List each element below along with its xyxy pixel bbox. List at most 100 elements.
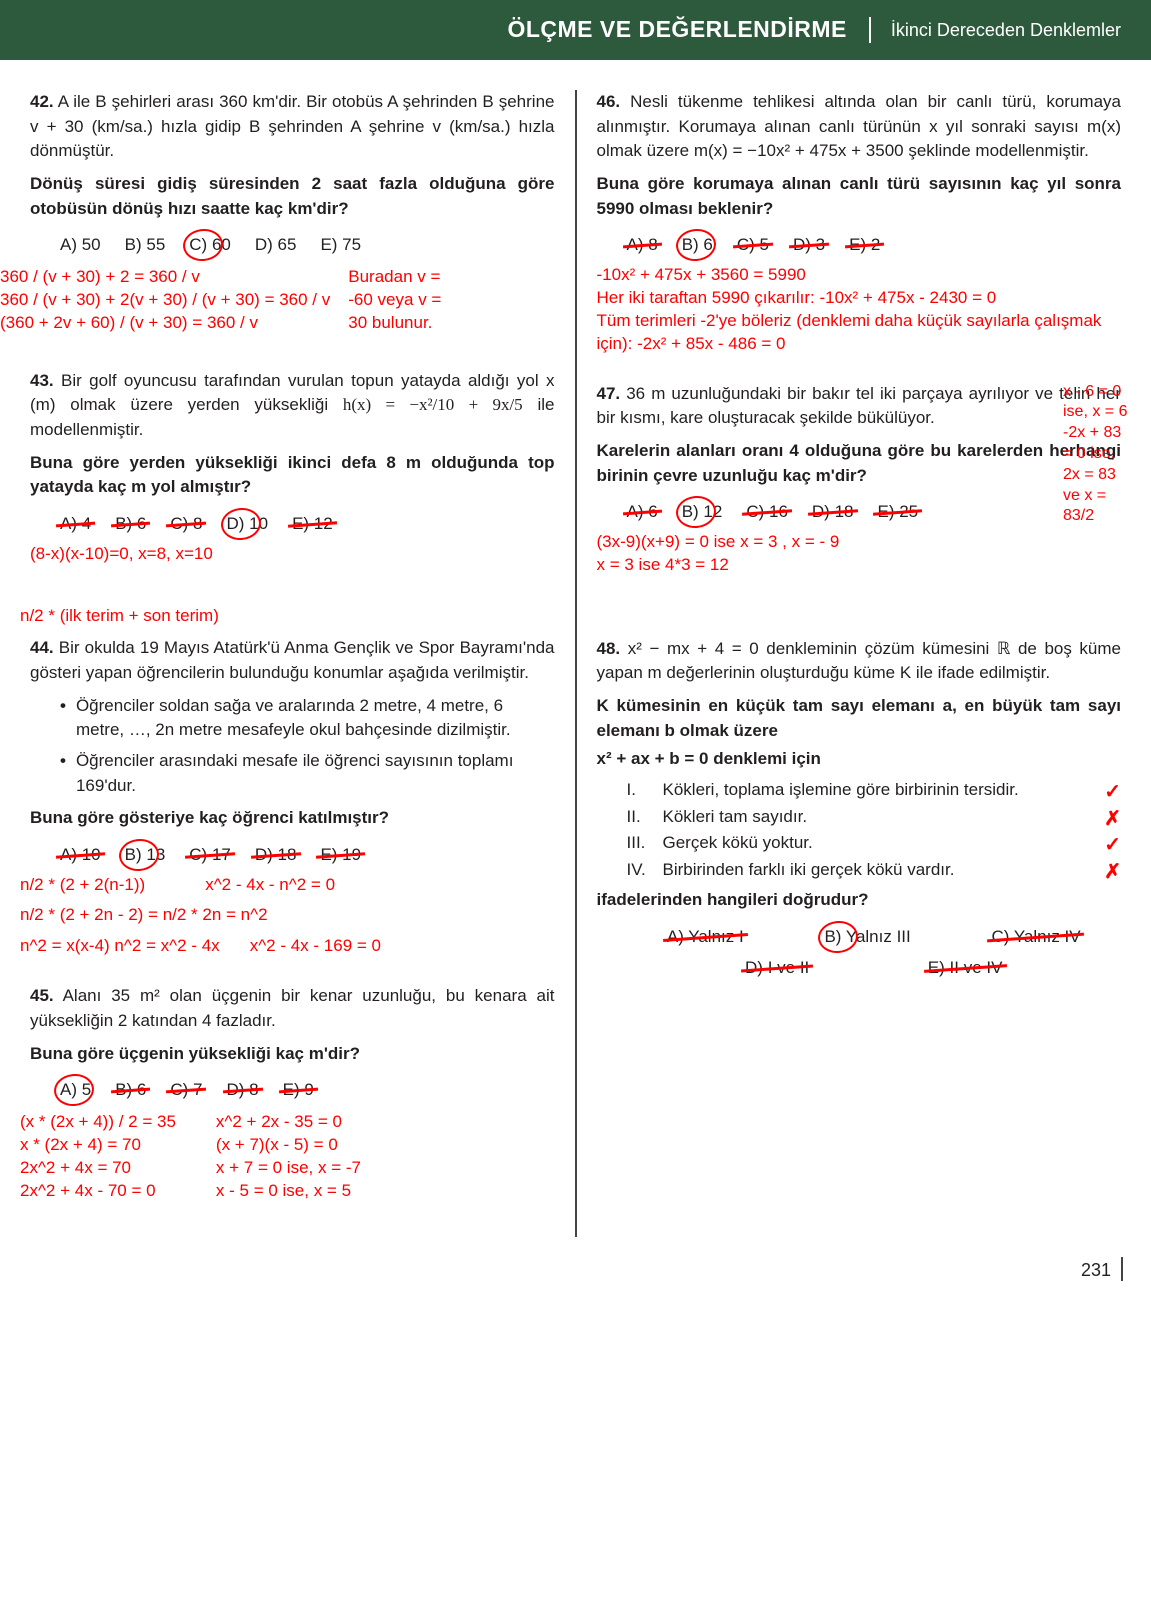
q46-ann: -10x² + 475x + 3560 = 5990 Her iki taraf… — [597, 264, 1122, 356]
q42-D: D) 65 — [255, 233, 297, 258]
q44-ann3b: x^2 - 4x - 169 = 0 — [250, 935, 381, 958]
q46-p2: Buna göre korumaya alınan canlı türü say… — [597, 172, 1122, 221]
q42-p2: Dönüş süresi gidiş süresinden 2 saat faz… — [30, 172, 555, 221]
q42-ann-left: 360 / (v + 30) + 2 = 360 / v 360 / (v + … — [0, 266, 330, 335]
question-47: x - 6 = 0 ise, x = 6 -2x + 83 = 0 ise, 2… — [597, 382, 1122, 577]
q48-C: C) Yalnız IV — [991, 925, 1080, 950]
q45-E: E) 9 — [283, 1078, 314, 1103]
q45-annR: x^2 + 2x - 35 = 0 (x + 7)(x - 5) = 0 x +… — [216, 1111, 361, 1203]
page-header: ÖLÇME VE DEĞERLENDİRME İkinci Dereceden … — [0, 0, 1151, 60]
question-44: n/2 * (ilk terim + son terim) 44. Bir ok… — [30, 605, 555, 958]
q42-num: 42. — [30, 92, 54, 111]
q44-D: D) 18 — [255, 843, 297, 868]
q42-C: C) 60 — [189, 233, 231, 258]
q42-A: A) 50 — [60, 233, 101, 258]
q44-C: C) 17 — [189, 843, 231, 868]
q45-B: B) 6 — [115, 1078, 146, 1103]
q44-E: E) 19 — [320, 843, 361, 868]
q47-side-ann: x - 6 = 0 ise, x = 6 -2x + 83 = 0 ise, 2… — [1063, 382, 1143, 528]
q44-ann3: n^2 = x(x-4) n^2 = x^2 - 4x — [20, 935, 220, 958]
q45-num: 45. — [30, 986, 54, 1005]
content: 42. A ile B şehirleri arası 360 km'dir. … — [0, 60, 1151, 1257]
q46-choices: A) 8 B) 6 C) 5 D) 3 E) 2 — [627, 233, 1122, 258]
q46-C: C) 5 — [737, 233, 769, 258]
q43-formula: h(x) = −x²/10 + 9x/5 — [343, 395, 523, 414]
q48-B: B) Yalnız III — [824, 925, 910, 950]
header-subtitle: İkinci Dereceden Denklemler — [869, 17, 1121, 43]
question-48: 48. x² − mx + 4 = 0 denkleminin çözüm kü… — [597, 637, 1122, 981]
q48-D: D) I ve II — [745, 956, 809, 981]
q47-num: 47. — [597, 384, 621, 403]
q43-ann: (8-x)(x-10)=0, x=8, x=10 — [30, 543, 555, 566]
q44-num: 44. — [30, 638, 54, 657]
q48-r4: Birbirinden farklı iki gerçek kökü vardı… — [663, 858, 955, 883]
question-46: 46. Nesli tükenme tehlikesi altında olan… — [597, 90, 1122, 356]
q48-p3: x² + ax + b = 0 denklemi için — [597, 749, 821, 768]
q47-D: D) 18 — [812, 500, 854, 525]
q42-B: B) 55 — [125, 233, 166, 258]
header-title: ÖLÇME VE DEĞERLENDİRME — [507, 13, 846, 46]
q45-p1: Alanı 35 m² olan üçgenin bir kenar uzunl… — [30, 986, 555, 1030]
q48-A: A) Yalnız I — [667, 925, 744, 950]
question-45: 45. Alanı 35 m² olan üçgenin bir kenar u… — [30, 984, 555, 1210]
q47-C: C) 16 — [746, 500, 788, 525]
q43-B: B) 6 — [115, 512, 146, 537]
q48-p1a: x² − mx + 4 = 0 denkleminin çözüm kümesi… — [597, 639, 1122, 683]
q44-b1: Öğrenciler soldan sağa ve aralarında 2 m… — [76, 694, 555, 743]
right-column: 46. Nesli tükenme tehlikesi altında olan… — [597, 90, 1122, 1237]
q44-choices: A) 10 B) 13 C) 17 D) 18 E) 19 — [60, 843, 555, 868]
q44-B: B) 13 — [125, 843, 166, 868]
column-divider — [575, 90, 577, 1237]
q46-p1: Nesli tükenme tehlikesi altında olan bir… — [597, 92, 1122, 160]
q42-p1: A ile B şehirleri arası 360 km'dir. Bir … — [30, 92, 555, 160]
q42-choices: A) 50 B) 55 C) 60 D) 65 E) 75 — [60, 233, 555, 258]
q45-D: D) 8 — [227, 1078, 259, 1103]
q44-ann1: n/2 * (2 + 2(n-1)) — [20, 874, 145, 897]
q43-D: D) 10 — [227, 512, 269, 537]
q48-roman: I.Kökleri, toplama işlemine göre birbiri… — [627, 778, 1122, 883]
q43-p2: Buna göre yerden yüksekliği ikinci defa … — [30, 451, 555, 500]
q45-choices: A) 5 B) 6 C) 7 D) 8 E) 9 — [60, 1078, 555, 1103]
q42-ann-right: Buradan v = -60 veya v = 30 bulunur. — [348, 266, 441, 335]
q47-choices: A) 6 B) 12 C) 16 D) 18 E) 25 — [627, 500, 1122, 525]
q46-D: D) 3 — [793, 233, 825, 258]
q43-A: A) 4 — [60, 512, 91, 537]
q48-p4: ifadelerinden hangileri doğrudur? — [597, 888, 1122, 913]
q47-p2: Karelerin alanları oranı 4 olduğuna göre… — [597, 439, 1122, 488]
q44-b2: Öğrenciler arasındaki mesafe ile öğrenci… — [76, 749, 555, 798]
q43-C: C) 8 — [170, 512, 202, 537]
question-43: 43. Bir golf oyuncusu tarafından vurulan… — [30, 369, 555, 566]
q47-p1: 36 m uzunluğundaki bir bakır tel iki par… — [597, 384, 1122, 428]
q48-r2: Kökleri tam sayıdır. — [663, 805, 808, 830]
q43-choices: A) 4 B) 6 C) 8 D) 10 E) 12 — [60, 512, 555, 537]
q45-A: A) 5 — [60, 1078, 91, 1103]
q45-annL: (x * (2x + 4)) / 2 = 35 x * (2x + 4) = 7… — [20, 1111, 176, 1203]
page-number: 231 — [0, 1257, 1151, 1303]
q48-p2: K kümesinin en küçük tam sayı elemanı a,… — [597, 694, 1122, 743]
q44-ann2: n/2 * (2 + 2n - 2) = n/2 * 2n = n^2 — [20, 904, 555, 927]
q47-B: B) 12 — [682, 500, 723, 525]
q44-pre-ann: n/2 * (ilk terim + son terim) — [20, 605, 555, 628]
q46-num: 46. — [597, 92, 621, 111]
q46-B: B) 6 — [682, 233, 713, 258]
left-column: 42. A ile B şehirleri arası 360 km'dir. … — [30, 90, 555, 1237]
q43-E: E) 12 — [292, 512, 333, 537]
q48-r3: Gerçek kökü yoktur. — [663, 831, 813, 856]
q48-choices: A) Yalnız I B) Yalnız III C) Yalnız IV D… — [627, 925, 1122, 980]
q48-E: E) II ve IV — [928, 956, 1003, 981]
q43-num: 43. — [30, 371, 54, 390]
q45-p2: Buna göre üçgenin yüksekliği kaç m'dir? — [30, 1042, 555, 1067]
q42-E: E) 75 — [320, 233, 361, 258]
q44-bullets: Öğrenciler soldan sağa ve aralarında 2 m… — [60, 694, 555, 799]
q47-A: A) 6 — [627, 500, 658, 525]
q45-C: C) 7 — [170, 1078, 202, 1103]
question-42: 42. A ile B şehirleri arası 360 km'dir. … — [30, 90, 555, 343]
q47-ann: (3x-9)(x+9) = 0 ise x = 3 , x = - 9 x = … — [597, 531, 1122, 577]
q44-p2: Buna göre gösteriye kaç öğrenci katılmış… — [30, 806, 555, 831]
q44-ann1b: x^2 - 4x - n^2 = 0 — [205, 874, 335, 897]
q46-E: E) 2 — [849, 233, 880, 258]
q48-num: 48. — [597, 639, 621, 658]
q46-A: A) 8 — [627, 233, 658, 258]
q47-E: E) 25 — [877, 500, 918, 525]
q44-A: A) 10 — [60, 843, 101, 868]
